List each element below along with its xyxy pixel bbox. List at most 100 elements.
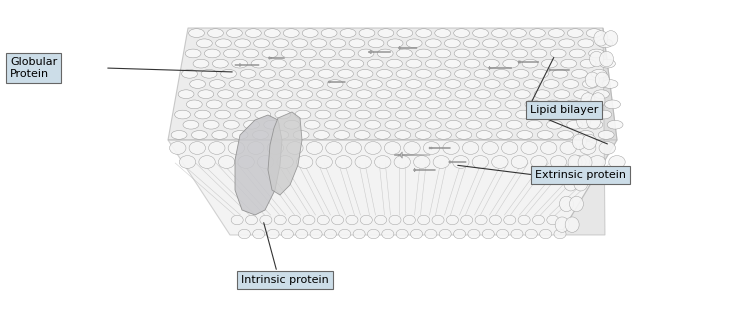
- Ellipse shape: [531, 49, 547, 58]
- Ellipse shape: [415, 90, 432, 99]
- Ellipse shape: [564, 100, 581, 109]
- Ellipse shape: [482, 142, 498, 154]
- Ellipse shape: [446, 215, 459, 225]
- Ellipse shape: [356, 90, 372, 99]
- Ellipse shape: [555, 217, 569, 232]
- Ellipse shape: [605, 100, 620, 109]
- Ellipse shape: [435, 49, 451, 58]
- Ellipse shape: [542, 59, 557, 68]
- Ellipse shape: [257, 90, 273, 99]
- Ellipse shape: [475, 215, 487, 225]
- Ellipse shape: [570, 49, 585, 58]
- Ellipse shape: [410, 229, 423, 239]
- Ellipse shape: [600, 51, 614, 67]
- Ellipse shape: [308, 80, 324, 88]
- Ellipse shape: [485, 100, 501, 109]
- Text: Extrinsic protein: Extrinsic protein: [535, 170, 626, 180]
- Ellipse shape: [604, 30, 618, 46]
- Ellipse shape: [405, 100, 421, 109]
- Polygon shape: [269, 57, 285, 59]
- Ellipse shape: [275, 110, 291, 119]
- Ellipse shape: [359, 29, 375, 38]
- Ellipse shape: [283, 29, 299, 38]
- Ellipse shape: [547, 215, 559, 225]
- Ellipse shape: [534, 90, 550, 99]
- Ellipse shape: [475, 90, 490, 99]
- Ellipse shape: [316, 90, 333, 99]
- Ellipse shape: [264, 120, 280, 129]
- Ellipse shape: [536, 110, 551, 119]
- Ellipse shape: [589, 51, 603, 67]
- Ellipse shape: [355, 131, 370, 139]
- Ellipse shape: [597, 39, 613, 48]
- Ellipse shape: [473, 49, 489, 58]
- Ellipse shape: [297, 156, 313, 169]
- Ellipse shape: [473, 29, 489, 38]
- Ellipse shape: [435, 131, 451, 139]
- Ellipse shape: [591, 93, 605, 108]
- Ellipse shape: [554, 229, 566, 239]
- Ellipse shape: [215, 110, 230, 119]
- Ellipse shape: [385, 100, 401, 109]
- Ellipse shape: [375, 110, 391, 119]
- Ellipse shape: [252, 229, 265, 239]
- Ellipse shape: [238, 90, 253, 99]
- Polygon shape: [328, 81, 346, 83]
- Ellipse shape: [425, 59, 441, 68]
- Ellipse shape: [578, 155, 592, 170]
- Ellipse shape: [389, 215, 401, 225]
- Ellipse shape: [192, 131, 207, 139]
- Ellipse shape: [288, 215, 301, 225]
- Ellipse shape: [424, 142, 440, 154]
- Ellipse shape: [575, 110, 592, 119]
- Ellipse shape: [339, 49, 355, 58]
- Ellipse shape: [585, 100, 600, 109]
- Ellipse shape: [443, 142, 459, 154]
- Ellipse shape: [466, 120, 482, 129]
- Ellipse shape: [484, 80, 500, 88]
- Ellipse shape: [304, 120, 320, 129]
- Ellipse shape: [405, 120, 421, 129]
- Text: Globular
Protein: Globular Protein: [10, 57, 57, 79]
- Ellipse shape: [497, 229, 509, 239]
- Ellipse shape: [595, 72, 609, 87]
- Ellipse shape: [299, 69, 314, 78]
- Polygon shape: [489, 66, 512, 70]
- Ellipse shape: [218, 90, 233, 99]
- Ellipse shape: [404, 142, 421, 154]
- Ellipse shape: [495, 110, 512, 119]
- Ellipse shape: [608, 156, 625, 169]
- Ellipse shape: [464, 59, 480, 68]
- Ellipse shape: [413, 156, 430, 169]
- Ellipse shape: [454, 229, 465, 239]
- Ellipse shape: [244, 120, 259, 129]
- Ellipse shape: [396, 110, 411, 119]
- Ellipse shape: [268, 80, 284, 88]
- Ellipse shape: [275, 215, 286, 225]
- Ellipse shape: [382, 229, 394, 239]
- Ellipse shape: [374, 156, 391, 169]
- Ellipse shape: [219, 156, 235, 169]
- Ellipse shape: [232, 131, 248, 139]
- Text: Intrinsic protein: Intrinsic protein: [241, 275, 329, 285]
- Ellipse shape: [240, 69, 256, 78]
- Ellipse shape: [346, 80, 363, 88]
- Ellipse shape: [582, 134, 596, 150]
- Ellipse shape: [435, 90, 451, 99]
- Ellipse shape: [273, 131, 288, 139]
- Ellipse shape: [506, 120, 522, 129]
- Ellipse shape: [266, 100, 282, 109]
- Ellipse shape: [249, 80, 264, 88]
- Ellipse shape: [179, 156, 196, 169]
- Ellipse shape: [334, 131, 349, 139]
- Ellipse shape: [397, 29, 413, 38]
- Ellipse shape: [490, 215, 501, 225]
- Ellipse shape: [366, 80, 382, 88]
- Polygon shape: [399, 47, 417, 49]
- Ellipse shape: [296, 229, 308, 239]
- Ellipse shape: [511, 156, 528, 169]
- Ellipse shape: [607, 120, 623, 129]
- Ellipse shape: [573, 134, 586, 150]
- Ellipse shape: [239, 229, 250, 239]
- Ellipse shape: [199, 156, 215, 169]
